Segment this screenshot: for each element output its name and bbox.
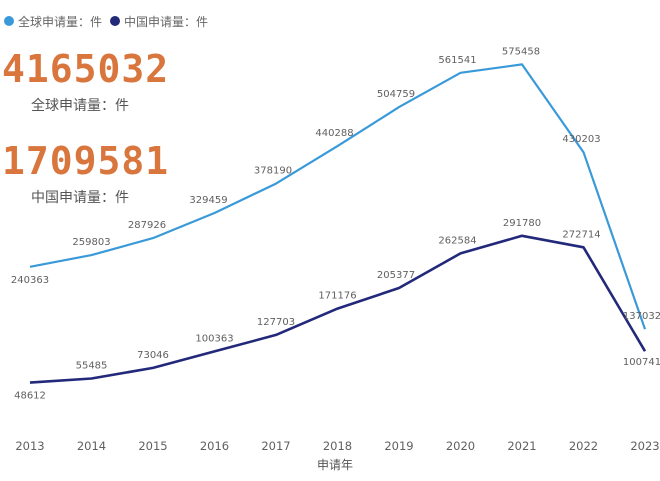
data-label: 561541 [438,55,476,66]
data-label: 205377 [377,270,415,281]
data-label: 272714 [562,229,600,240]
china-total-label: 中国申请量：件 [31,190,129,206]
data-label: 378190 [254,166,292,177]
global-total-label: 全球申请量：件 [31,98,129,114]
x-tick-label: 2021 [507,439,536,453]
x-tick-label: 2020 [446,439,475,453]
data-label: 262584 [438,235,476,246]
data-label: 55485 [76,361,108,372]
data-label: 73046 [137,350,169,361]
data-label: 137032 [623,311,660,322]
x-axis-title: 申请年 [317,458,353,472]
legend-marker-global [4,16,14,26]
global-total-value: 4165032 [2,47,170,91]
x-tick-label: 2016 [200,439,229,453]
x-tick-label: 2022 [569,439,598,453]
series-line-1 [29,234,647,384]
x-tick-label: 2019 [384,439,413,453]
data-label: 259803 [72,237,110,248]
data-label: 171176 [318,291,356,302]
data-label: 100741 [623,357,660,368]
x-tick-label: 2017 [261,439,290,453]
x-tick-label: 2013 [15,439,44,453]
data-label: 440288 [315,128,353,139]
x-tick-label: 2018 [323,439,352,453]
legend-label-global: 全球申请量：件 [18,14,103,29]
data-label: 287926 [128,220,166,231]
legend: 全球申请量：件 中国申请量：件 [4,12,216,30]
series-line-0 [29,63,647,330]
x-tick-label: 2023 [630,439,659,453]
china-total-value: 1709581 [2,139,170,183]
x-tick-label: 2015 [138,439,167,453]
data-label: 329459 [189,195,227,206]
x-tick-label: 2014 [77,439,106,453]
legend-marker-china [110,16,121,26]
data-label: 504759 [377,89,415,100]
data-label: 127703 [257,317,295,328]
legend-label-china: 中国申请量：件 [124,14,209,29]
data-label: 100363 [195,333,233,344]
data-label: 240363 [11,275,49,286]
legend-item-global[interactable]: 全球申请量：件 [4,13,102,30]
data-label: 48612 [14,391,46,402]
legend-item-china[interactable]: 中国申请量：件 [110,13,208,30]
data-label: 575458 [502,46,540,57]
data-label: 430203 [562,134,600,145]
data-label: 291780 [503,218,541,229]
